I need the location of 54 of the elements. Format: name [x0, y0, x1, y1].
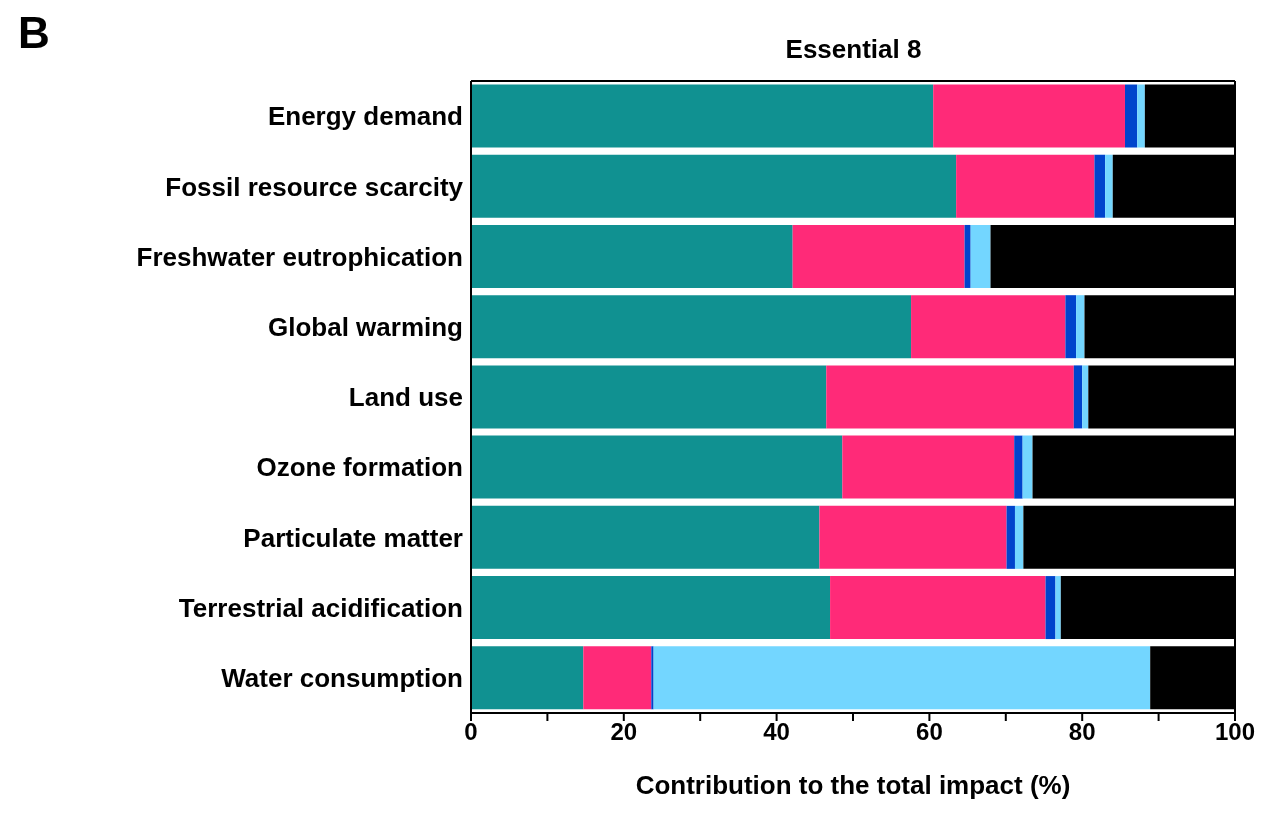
- y-tick-label: Fossil resource scarcity: [165, 171, 464, 202]
- bar: [471, 154, 957, 218]
- y-tick-label: Water consumption: [221, 663, 463, 694]
- bar: [583, 646, 652, 710]
- x-tick-label: 40: [763, 718, 790, 746]
- bar: [471, 365, 827, 429]
- bar: [956, 154, 1095, 218]
- y-tick-label: Freshwater eutrophication: [136, 241, 463, 272]
- bar: [471, 646, 584, 710]
- y-tick-label: Land use: [348, 382, 463, 413]
- bar: [826, 365, 1074, 429]
- bar: [651, 646, 654, 710]
- bar: [1124, 84, 1138, 148]
- y-tick-label: Energy demand: [267, 101, 463, 132]
- bar: [933, 84, 1125, 148]
- bar: [471, 435, 843, 499]
- bar: [471, 505, 820, 569]
- bar: [1014, 505, 1024, 569]
- bar: [1014, 435, 1023, 499]
- y-tick-label: Terrestrial acidification: [178, 592, 463, 623]
- bar: [1076, 295, 1085, 359]
- x-tick-label: 80: [1068, 718, 1096, 746]
- x-axis-title: Contribution to the total impact (%): [635, 770, 1071, 800]
- bar: [792, 224, 965, 288]
- bar: [471, 295, 912, 359]
- bar: [1082, 365, 1089, 429]
- y-tick-label: Ozone formation: [256, 452, 463, 483]
- bar: [1073, 365, 1083, 429]
- bar: [1055, 576, 1061, 640]
- x-tick-label: 100: [1214, 718, 1256, 746]
- bar: [1045, 576, 1056, 640]
- y-tick-label: Global warming: [267, 312, 463, 343]
- bar: [1094, 154, 1106, 218]
- bar: [970, 224, 991, 288]
- x-tick-label: 0: [464, 718, 478, 746]
- bar: [830, 576, 1046, 640]
- bar: [964, 224, 971, 288]
- bar: [911, 295, 1066, 359]
- text: B: [18, 8, 50, 58]
- bar: [471, 84, 934, 148]
- x-tick-label: 60: [916, 718, 943, 746]
- y-tick-label: Particulate matter: [243, 522, 463, 553]
- bar: [1137, 84, 1145, 148]
- bar: [1105, 154, 1113, 218]
- bar: [819, 505, 1007, 569]
- bar: [1006, 505, 1015, 569]
- bar: [471, 576, 831, 640]
- chart-title: Essential 8: [784, 34, 923, 65]
- bar: [1065, 295, 1077, 359]
- bar: [842, 435, 1015, 499]
- bar: [1022, 435, 1033, 499]
- bar: [653, 646, 1151, 710]
- bar: [471, 224, 793, 288]
- x-tick-label: 20: [610, 718, 638, 746]
